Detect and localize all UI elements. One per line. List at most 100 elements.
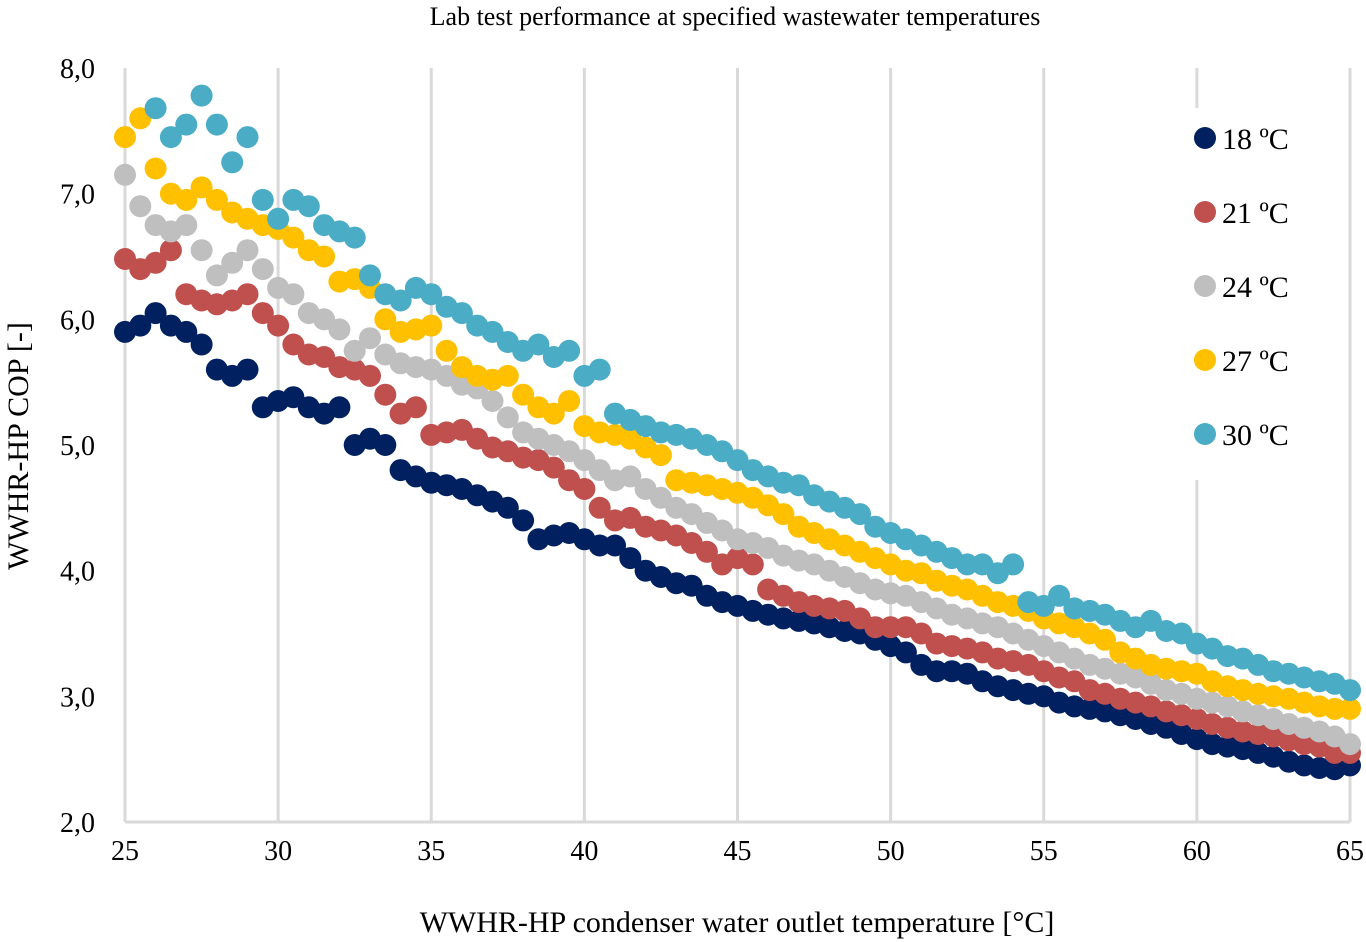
y-tick-label: 2,0 (60, 808, 95, 839)
data-point (236, 283, 259, 306)
x-axis-label: WWHR-HP condenser water outlet temperatu… (420, 906, 1055, 939)
data-point (175, 113, 198, 136)
data-point (1339, 679, 1361, 702)
legend-label: 21 ºC (1222, 197, 1289, 230)
y-tick-label: 8,0 (60, 54, 95, 85)
data-point (496, 406, 519, 429)
data-point (175, 214, 198, 237)
data-point (649, 444, 672, 467)
y-tick-label: 5,0 (60, 431, 95, 462)
data-points (114, 84, 1361, 781)
legend-marker (1194, 201, 1216, 223)
legend[interactable]: 18 ºC 21 ºC 24 ºC 27 ºC 30 ºC (1182, 108, 1332, 480)
data-point (251, 188, 274, 211)
data-point (159, 239, 182, 262)
data-point (481, 390, 504, 412)
data-point (114, 163, 136, 186)
data-point (542, 456, 565, 479)
axes: 25 30 35 40 45 50 55 60 65 2,0 3,0 4,0 5,0 6,0 7,0 8,0 (60, 54, 1364, 867)
data-point (404, 396, 427, 419)
data-point (282, 283, 305, 306)
data-point (879, 616, 902, 639)
data-point (374, 308, 397, 331)
y-tick-label: 4,0 (60, 557, 95, 588)
data-point (588, 534, 611, 557)
data-point (849, 503, 871, 526)
legend-label: 18 ºC (1222, 123, 1289, 156)
data-point (205, 188, 228, 211)
data-point (251, 302, 274, 325)
data-point (190, 176, 213, 199)
data-point (925, 660, 948, 683)
data-point (435, 339, 458, 362)
data-point (420, 283, 443, 306)
legend-marker (1194, 349, 1216, 371)
data-point (144, 157, 167, 180)
data-point (558, 390, 581, 412)
legend-marker (1194, 127, 1216, 149)
data-point (251, 258, 274, 281)
data-point (205, 264, 228, 287)
x-tick-label: 45 (724, 836, 752, 867)
data-point (359, 364, 381, 387)
data-point (343, 226, 366, 249)
data-point (221, 151, 244, 174)
data-point (129, 314, 152, 337)
data-point (159, 126, 182, 149)
data-point (144, 97, 167, 120)
x-tick-label: 55 (1030, 836, 1058, 867)
data-point (1339, 733, 1361, 756)
data-point (190, 84, 213, 107)
data-point (956, 553, 979, 576)
data-point (129, 195, 152, 218)
data-point (512, 509, 535, 532)
data-point (282, 226, 305, 249)
chart-title: Lab test performance at specified wastew… (429, 2, 1041, 31)
data-point (267, 314, 290, 337)
data-point (236, 239, 259, 262)
legend-label: 24 ºC (1222, 271, 1289, 304)
data-point (527, 333, 550, 356)
data-point (496, 364, 519, 387)
data-point (1002, 553, 1025, 576)
legend-label: 27 ºC (1222, 345, 1289, 378)
data-point (542, 402, 565, 425)
legend-label: 30 ºC (1222, 419, 1289, 452)
data-point (205, 113, 228, 136)
data-point (328, 318, 351, 341)
data-point (894, 641, 917, 664)
data-point (144, 302, 167, 325)
data-point (343, 339, 366, 362)
data-point (864, 616, 887, 639)
data-point (695, 540, 718, 563)
legend-marker (1194, 275, 1216, 297)
data-point (190, 239, 213, 262)
y-tick-label: 7,0 (60, 180, 95, 211)
data-point (389, 289, 412, 312)
data-point (374, 434, 397, 456)
y-tick-label: 3,0 (60, 682, 95, 713)
y-tick-label: 6,0 (60, 305, 95, 336)
data-point (450, 302, 473, 325)
data-point (359, 327, 381, 350)
data-point (1339, 697, 1361, 720)
data-point (619, 547, 642, 570)
data-point (144, 251, 167, 274)
data-point (588, 496, 611, 519)
data-point (114, 126, 136, 149)
data-point (236, 126, 259, 149)
data-point (420, 314, 443, 337)
data-point (190, 333, 213, 356)
data-point (496, 496, 519, 519)
data-point (1094, 628, 1116, 651)
data-point (772, 503, 795, 526)
data-point (267, 207, 290, 230)
legend-marker (1194, 423, 1216, 445)
data-point (175, 320, 198, 343)
data-point (374, 383, 397, 406)
data-point (221, 251, 244, 274)
data-point (175, 188, 198, 211)
data-point (1048, 584, 1071, 607)
data-point (512, 383, 535, 406)
x-tick-label: 40 (570, 836, 598, 867)
